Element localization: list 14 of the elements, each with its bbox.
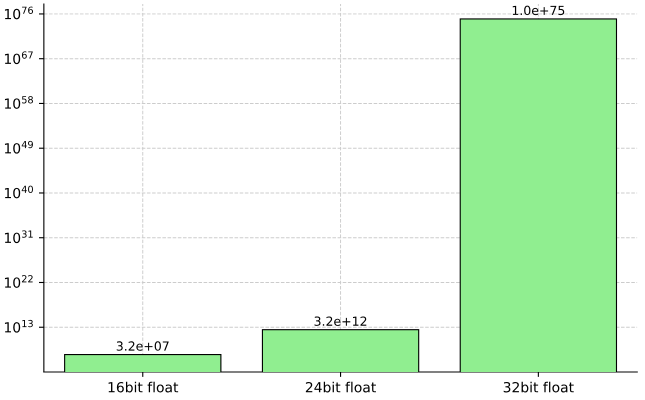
x-tick-label: 16bit float [108, 382, 178, 392]
y-tick-label: 10$^{67}$ [4, 51, 33, 64]
y-tick-label: 10$^{22}$ [4, 275, 33, 288]
y-tick-label: 10$^{40}$ [4, 186, 33, 198]
y-tick-label: 10$^{58}$ [4, 96, 33, 109]
y-tick-label: 10$^{76}$ [4, 6, 34, 20]
data-label: 3.2e+07 [116, 341, 169, 351]
y-tick-label: 10$^{13}$ [4, 320, 33, 333]
y-tick-label: 10$^{31}$ [4, 230, 33, 244]
y-tick-label: 10$^{49}$ [4, 140, 33, 154]
data-label: 1.0e+75 [512, 6, 564, 16]
data-label: 3.2e+12 [314, 316, 366, 326]
x-tick-label: 24bit float [306, 382, 376, 392]
x-tick-label: 32bit float [504, 382, 574, 392]
